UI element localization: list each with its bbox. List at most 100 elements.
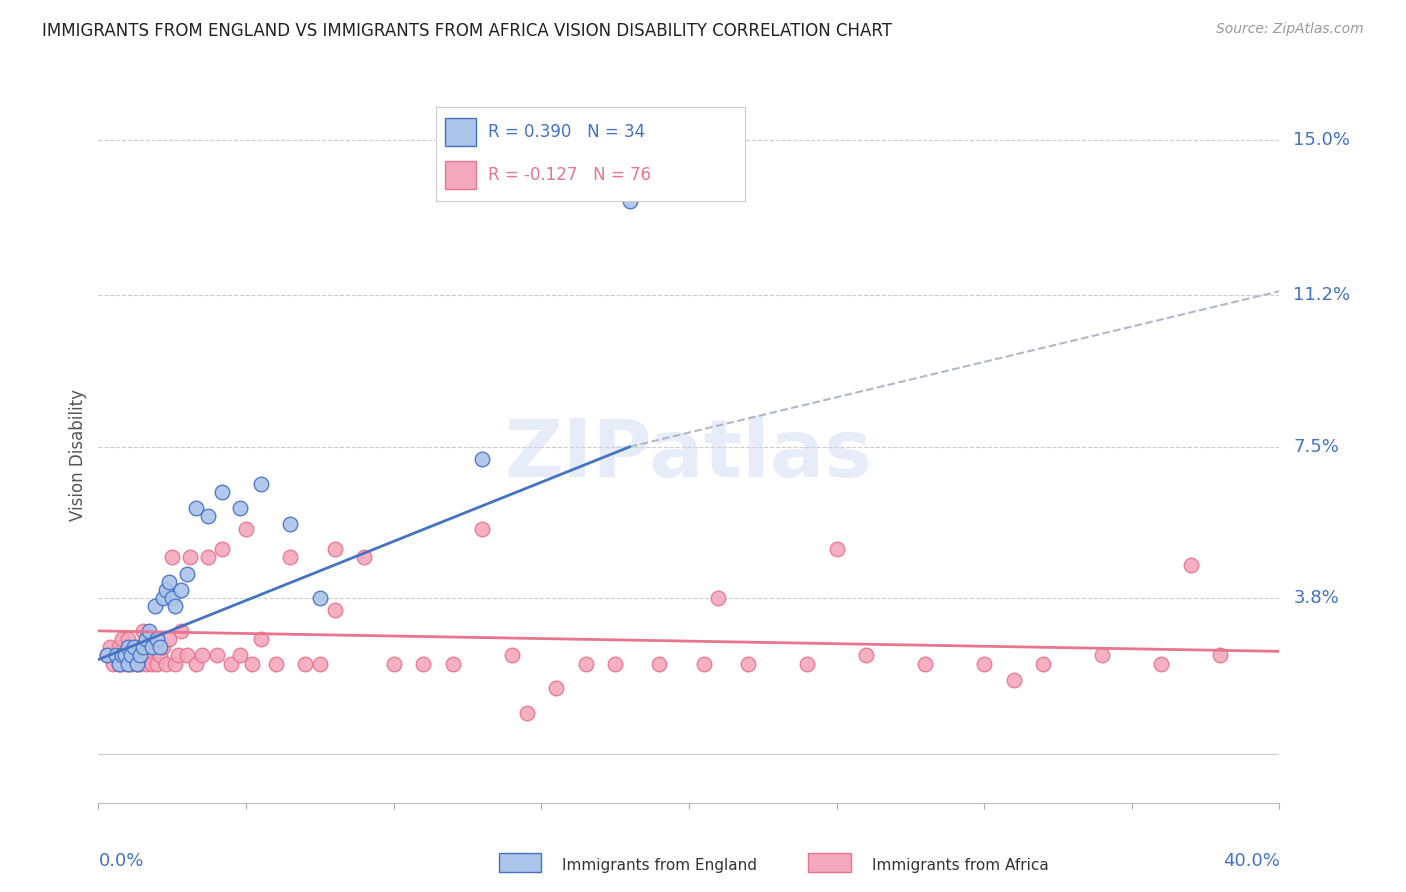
Point: [117, 657, 139, 671]
Point: [825, 542, 848, 557]
Point: [1032, 657, 1054, 671]
Point: [191, 648, 214, 663]
Point: [796, 657, 818, 671]
Bar: [499, 853, 541, 872]
Point: [128, 657, 150, 671]
Point: [143, 640, 166, 655]
Point: [278, 517, 302, 532]
Point: [105, 648, 128, 663]
Point: [120, 648, 142, 663]
Point: [1209, 648, 1232, 663]
Point: [117, 648, 139, 663]
Text: 40.0%: 40.0%: [1223, 852, 1279, 870]
Text: Source: ZipAtlas.com: Source: ZipAtlas.com: [1216, 22, 1364, 37]
Point: [114, 648, 136, 663]
Point: [619, 194, 641, 209]
Text: 7.5%: 7.5%: [1294, 438, 1340, 456]
Point: [471, 452, 494, 467]
Point: [250, 632, 273, 646]
Point: [515, 706, 537, 720]
Point: [122, 640, 145, 655]
Point: [1091, 648, 1114, 663]
Point: [162, 591, 183, 606]
Point: [693, 657, 716, 671]
Point: [155, 657, 177, 671]
Point: [138, 632, 160, 646]
Point: [135, 657, 157, 671]
Point: [165, 657, 187, 671]
Bar: [808, 853, 851, 872]
Point: [157, 574, 180, 589]
Point: [412, 657, 434, 671]
Point: [111, 648, 134, 663]
Point: [235, 522, 257, 536]
Point: [179, 550, 201, 565]
Point: [323, 603, 346, 617]
Point: [211, 484, 233, 499]
Point: [125, 657, 148, 671]
Point: [184, 657, 207, 671]
Point: [143, 599, 166, 614]
Text: R = -0.127   N = 76: R = -0.127 N = 76: [488, 167, 651, 185]
Point: [146, 657, 169, 671]
Point: [165, 599, 187, 614]
Point: [170, 582, 193, 597]
Point: [138, 648, 160, 663]
Point: [117, 657, 139, 671]
Point: [205, 648, 228, 663]
Point: [973, 657, 995, 671]
Point: [117, 640, 139, 655]
Point: [219, 657, 242, 671]
Point: [250, 476, 273, 491]
Text: 15.0%: 15.0%: [1294, 131, 1350, 149]
Point: [141, 640, 163, 655]
Point: [132, 640, 155, 655]
Point: [167, 648, 190, 663]
Point: [605, 657, 627, 671]
Point: [114, 648, 136, 663]
Point: [382, 657, 405, 671]
Point: [149, 648, 172, 663]
Point: [146, 632, 169, 646]
Point: [544, 681, 567, 696]
Bar: [446, 119, 477, 146]
Point: [501, 648, 523, 663]
Point: [111, 657, 134, 671]
Point: [176, 648, 198, 663]
Point: [309, 657, 332, 671]
Point: [240, 657, 263, 671]
Point: [96, 648, 118, 663]
Text: IMMIGRANTS FROM ENGLAND VS IMMIGRANTS FROM AFRICA VISION DISABILITY CORRELATION : IMMIGRANTS FROM ENGLAND VS IMMIGRANTS FR…: [42, 22, 893, 40]
Point: [574, 657, 596, 671]
Text: R = 0.390   N = 34: R = 0.390 N = 34: [488, 123, 645, 141]
Point: [229, 501, 252, 516]
Point: [309, 591, 332, 606]
Point: [184, 501, 207, 516]
Point: [135, 632, 157, 646]
Point: [152, 640, 174, 655]
Point: [122, 648, 145, 663]
Point: [105, 648, 128, 663]
Point: [648, 657, 671, 671]
Point: [707, 591, 730, 606]
Y-axis label: Vision Disability: Vision Disability: [69, 389, 87, 521]
Point: [353, 550, 375, 565]
Text: ZIPatlas: ZIPatlas: [505, 416, 873, 494]
Point: [1002, 673, 1025, 687]
Point: [141, 657, 163, 671]
Point: [98, 640, 121, 655]
Point: [294, 657, 316, 671]
Text: 11.2%: 11.2%: [1294, 286, 1351, 304]
Point: [1150, 657, 1173, 671]
Text: 0.0%: 0.0%: [98, 852, 143, 870]
Point: [229, 648, 252, 663]
Point: [96, 648, 118, 663]
Point: [125, 640, 148, 655]
Point: [441, 657, 464, 671]
Bar: [446, 161, 477, 189]
Point: [264, 657, 287, 671]
Point: [108, 657, 131, 671]
Point: [108, 657, 131, 671]
Point: [176, 566, 198, 581]
Point: [155, 582, 177, 597]
